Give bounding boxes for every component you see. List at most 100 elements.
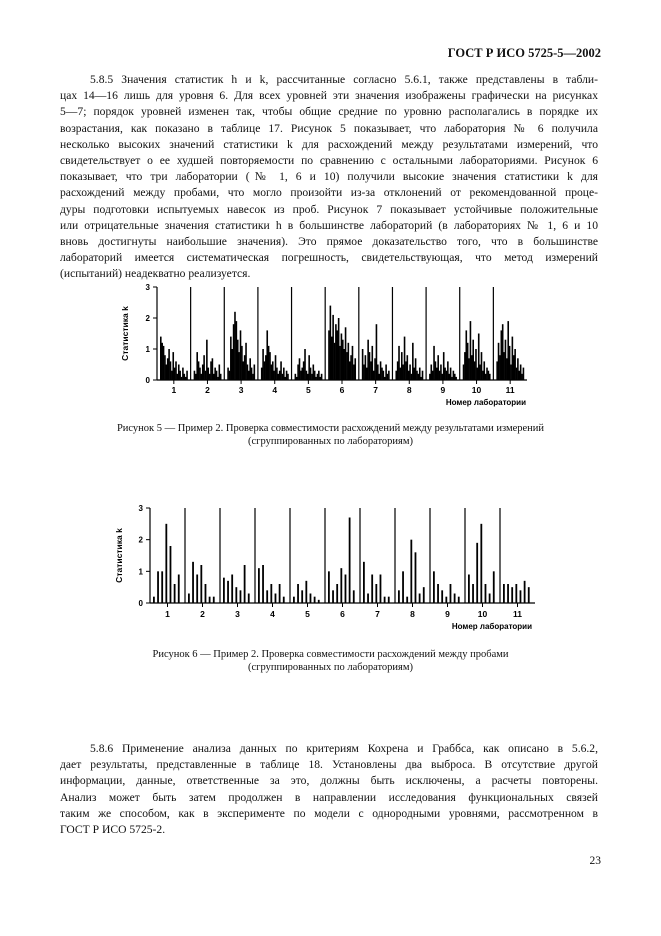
bar [280, 361, 282, 380]
bar [412, 342, 414, 380]
bar [519, 590, 522, 603]
bar [203, 355, 205, 380]
para1-line: расхождений между пробами, что могло про… [60, 186, 598, 200]
bar [400, 352, 403, 380]
bar [385, 364, 387, 380]
bar [262, 565, 264, 603]
bar [157, 571, 159, 603]
bar [476, 367, 479, 380]
bar [371, 345, 374, 380]
bar [497, 342, 500, 380]
bar [278, 584, 281, 603]
bar [406, 596, 409, 603]
bar [383, 596, 386, 603]
bar [440, 364, 442, 380]
bar [464, 352, 466, 380]
bar [219, 373, 222, 380]
bar [399, 367, 402, 380]
bar [438, 370, 441, 380]
bar [215, 370, 218, 380]
bar [472, 339, 474, 380]
bar [227, 367, 229, 380]
lab-number-label: 10 [478, 609, 488, 619]
y-tick-label: 0 [146, 376, 151, 385]
bar [457, 596, 460, 603]
y-tick-label: 2 [146, 314, 151, 323]
para2-line: Анализ может быть затем продолжен в напр… [60, 790, 598, 804]
bar [177, 574, 180, 603]
bar [278, 370, 281, 380]
bar [448, 373, 451, 380]
bar [180, 376, 183, 380]
bar [232, 324, 235, 380]
lab-number-label: 3 [235, 609, 240, 619]
bar [207, 367, 210, 380]
bar [193, 370, 196, 380]
bar [476, 542, 479, 603]
y-tick-label: 3 [146, 283, 151, 292]
bar [263, 361, 266, 380]
bar [161, 342, 163, 380]
bar [235, 587, 238, 603]
bar [527, 587, 530, 603]
figure-6-caption: Рисунок 6 — Пример 2. Проверка совместим… [0, 648, 661, 674]
bar [466, 342, 469, 380]
bar [486, 367, 488, 380]
bar [473, 361, 476, 380]
bar [468, 358, 470, 380]
bar [500, 330, 503, 380]
figure-6-caption-line2: (сгруппированных по лабораториям) [248, 662, 413, 673]
bar [243, 355, 246, 380]
bar [273, 370, 275, 380]
bar [398, 345, 400, 380]
bar [313, 596, 316, 603]
bar [200, 373, 203, 380]
bar [468, 574, 470, 603]
bar [236, 339, 239, 380]
bar [518, 370, 521, 380]
bar [301, 590, 304, 603]
bar [318, 370, 320, 380]
bar [507, 321, 510, 380]
bar [266, 590, 269, 603]
para1-line: лабораторий имеется систематическая погр… [60, 251, 598, 265]
y-tick-label: 2 [139, 536, 144, 545]
bar [274, 355, 277, 380]
bar [212, 596, 215, 603]
bar [374, 358, 376, 380]
para2-line: информации, данные, ответственные за это… [60, 774, 598, 788]
bar [517, 358, 519, 380]
bar [350, 355, 352, 380]
bar [422, 587, 425, 603]
bar [455, 376, 457, 380]
bar [344, 327, 347, 380]
bar [188, 593, 190, 603]
bar [332, 314, 334, 380]
bar [377, 364, 379, 380]
bar [378, 373, 380, 380]
bar [287, 373, 289, 380]
paragraph-5-8-6: 5.8.6 Применение анализа данных по крите… [60, 741, 598, 838]
bar [284, 376, 286, 380]
bar [499, 355, 501, 380]
bar [388, 370, 390, 380]
bar [228, 370, 231, 380]
bar [319, 376, 322, 380]
document-header: ГОСТ Р ИСО 5725-5—2002 [447, 46, 601, 60]
para1-line: 5.8.5 Значения статистик h и k, рассчита… [90, 73, 598, 86]
bar [333, 342, 336, 380]
para1-line: цах 14—16 лишь для уровня 6. Для всех ур… [60, 89, 598, 103]
bar [309, 593, 312, 603]
bar [402, 364, 404, 380]
bar [177, 364, 180, 380]
figure-5-caption-line2: (сгруппированных по лабораториям) [248, 436, 413, 447]
bar [407, 370, 410, 380]
bar [368, 352, 371, 380]
bar [445, 596, 448, 603]
bar [344, 574, 347, 603]
bar [173, 367, 176, 380]
bar [302, 361, 305, 380]
bar [353, 364, 355, 380]
bar [295, 376, 298, 380]
bar [386, 373, 389, 380]
